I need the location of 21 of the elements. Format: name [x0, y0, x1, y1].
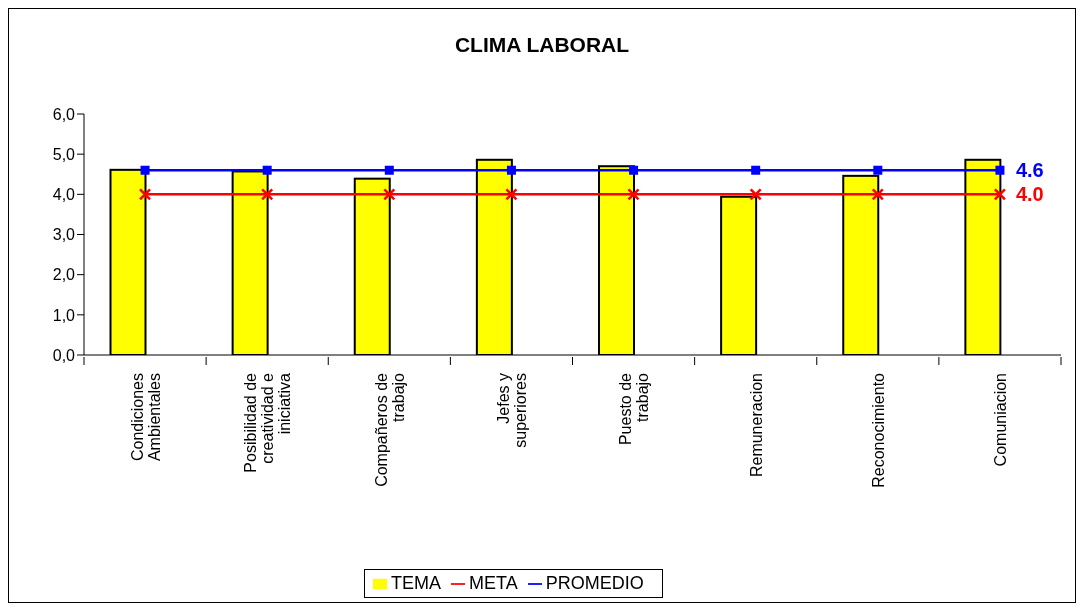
data-label: 4.0: [1015, 183, 1044, 206]
y-tick-label: 1,0: [52, 306, 76, 324]
x-tick-label: Reconocimiento: [869, 372, 887, 488]
x-tick-label: Puesto de trabajo: [617, 372, 652, 446]
chart-title: CLIMA LABORAL: [453, 33, 631, 57]
y-tick-label: 6,0: [52, 105, 76, 123]
legend-label: PROMEDIO: [545, 573, 644, 593]
legend-label: TEMA: [391, 573, 442, 593]
legend-label: META: [469, 573, 518, 593]
data-label: 4.6: [1015, 159, 1044, 182]
y-tick-label: 4,0: [52, 186, 76, 204]
x-tick-label: Remuneracion: [747, 373, 765, 478]
x-tick-label: Jefes y superiores: [494, 373, 529, 448]
y-tick-label: 2,0: [52, 266, 76, 284]
y-tick-label: 3,0: [52, 226, 76, 244]
y-tick-label: 0,0: [52, 346, 76, 364]
x-tick-label: Compañeros de trabajo: [372, 372, 407, 487]
x-tick-label: Posibilidad de creatividad e iniciativa: [242, 372, 294, 473]
x-tick-label: Condiciones Ambientales: [128, 373, 163, 462]
y-tick-label: 5,0: [52, 145, 76, 163]
x-tick-label: Comuniacion: [991, 373, 1009, 467]
